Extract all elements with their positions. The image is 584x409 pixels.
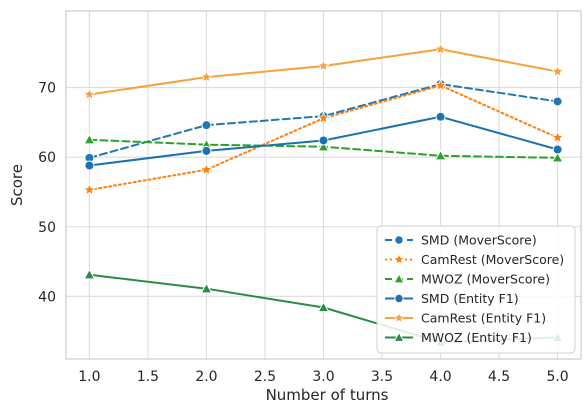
data-point <box>84 160 95 171</box>
data-point <box>82 87 96 101</box>
data-point <box>551 151 564 163</box>
data-point <box>201 145 212 156</box>
data-point <box>317 140 330 152</box>
data-point <box>83 268 96 280</box>
legend-marker <box>394 293 404 304</box>
data-point <box>552 96 563 107</box>
x-tick-label: 4.5 <box>488 369 510 385</box>
y-tick-label: 60 <box>38 150 56 166</box>
x-tick-label: 4.0 <box>429 369 451 385</box>
data-point <box>82 182 96 196</box>
data-point <box>316 59 331 72</box>
data-point <box>552 144 563 155</box>
data-point <box>435 111 446 122</box>
series-2 <box>83 133 564 163</box>
legend-label: MWOZ (MoverScore) <box>421 272 550 287</box>
legend-marker <box>393 273 405 284</box>
data-point <box>318 135 329 146</box>
x-tick-label: 1.5 <box>137 369 159 385</box>
legend-marker <box>394 235 404 245</box>
y-axis-label: Score <box>8 164 26 206</box>
x-tick-label: 2.0 <box>195 369 217 385</box>
legend-item: CamRest (Entity F1) <box>385 311 546 326</box>
x-tick-label: 2.5 <box>254 369 276 385</box>
legend-label: SMD (Entity F1) <box>421 291 519 306</box>
legend-marker <box>392 311 406 324</box>
x-tick-label: 1.0 <box>78 369 100 385</box>
legend-item: CamRest (MoverScore) <box>385 252 564 267</box>
y-tick-label: 50 <box>38 220 56 236</box>
data-point <box>201 120 212 131</box>
legend-box <box>376 225 576 354</box>
data-point <box>551 64 565 78</box>
data-point <box>83 133 96 145</box>
legend-item: SMD (MoverScore) <box>385 233 537 248</box>
legend-marker <box>392 252 406 265</box>
x-tick-label: 3.0 <box>312 369 334 385</box>
data-point <box>551 130 565 144</box>
legend-label: SMD (MoverScore) <box>421 233 537 248</box>
y-tick-label: 40 <box>38 289 56 305</box>
x-axis-ticks: 1.0 1.5 2.0 2.5 3.0 3.5 4.0 4.5 5.0 <box>78 369 568 385</box>
y-tick-label: 70 <box>38 81 56 97</box>
legend-label: MWOZ (Entity F1) <box>421 330 532 345</box>
plot-area <box>65 10 582 360</box>
data-point <box>316 111 331 124</box>
x-tick-label: 5.0 <box>546 369 568 385</box>
legend-label: CamRest (Entity F1) <box>421 311 546 326</box>
legend-item: SMD (Entity F1) <box>385 291 519 306</box>
x-tick-label: 3.5 <box>371 369 393 385</box>
series-3 <box>84 111 563 171</box>
data-point <box>434 149 447 161</box>
x-axis-label: Number of turns <box>266 386 389 404</box>
legend-marker <box>393 331 405 342</box>
legend-item: MWOZ (Entity F1) <box>385 330 532 345</box>
legend: SMD (MoverScore) CamRest (MoverScore) MWOZ… <box>376 225 576 354</box>
data-point <box>317 301 330 313</box>
data-point <box>199 162 214 176</box>
data-point <box>433 78 448 92</box>
data-point <box>199 70 214 83</box>
y-axis-ticks: 40 50 60 70 <box>38 81 56 306</box>
data-point <box>433 42 448 55</box>
data-point <box>200 282 213 294</box>
legend-item: MWOZ (MoverScore) <box>385 272 550 287</box>
legend-label: CamRest (MoverScore) <box>421 252 564 267</box>
series-4 <box>82 42 565 101</box>
series-1 <box>82 78 565 196</box>
series-layer <box>82 42 565 347</box>
